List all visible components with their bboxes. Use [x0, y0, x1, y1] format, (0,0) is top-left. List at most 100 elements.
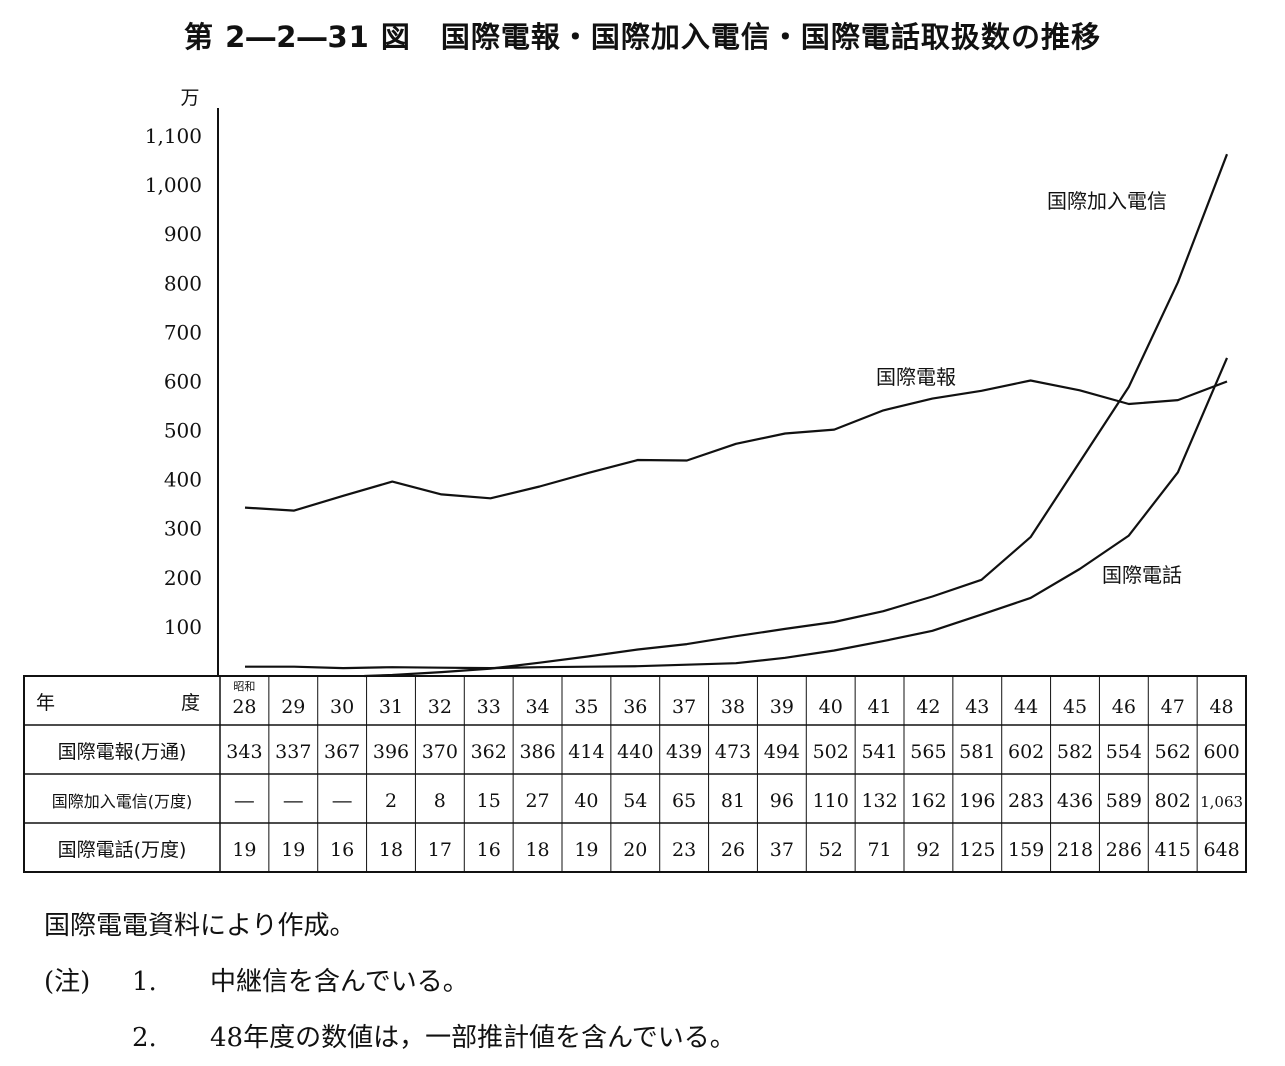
note-2: 2. 48年度の数値は，一部推計値を含んでいる。 [132, 1023, 736, 1053]
table-cell: 343 [226, 741, 262, 763]
table-year-cell: 37 [672, 696, 696, 718]
table-cell: 648 [1203, 839, 1239, 861]
table-cell: 541 [861, 741, 897, 763]
table-year-cell: 28 [232, 696, 256, 718]
table-row-label: 国際加入電信(万度) [52, 792, 193, 811]
table-cell: 362 [471, 741, 507, 763]
table-cell: 218 [1057, 839, 1093, 861]
table-cell: 18 [525, 839, 549, 861]
table-cell: 502 [813, 741, 849, 763]
table-year-cell: 35 [574, 696, 598, 718]
table-cell: 494 [764, 741, 800, 763]
series-line-3 [245, 357, 1229, 670]
table-cell: 1,063 [1200, 793, 1243, 811]
table-cell: 159 [1008, 839, 1044, 861]
y-tick-label: 700 [164, 320, 202, 344]
table-cell: 562 [1155, 741, 1191, 763]
table-cell: 23 [672, 839, 696, 861]
table-cell: 162 [910, 790, 946, 812]
table-cell: 436 [1057, 790, 1093, 812]
table-cell: 40 [574, 790, 598, 812]
table-cell: 370 [422, 741, 458, 763]
table-cell: 582 [1057, 741, 1093, 763]
table-cell: 440 [617, 741, 653, 763]
y-tick-label: 800 [164, 271, 202, 295]
y-unit-label: 万 [180, 87, 199, 109]
y-tick-label: 600 [164, 369, 202, 393]
table-year-cell: 46 [1112, 696, 1136, 718]
table-cell: 802 [1155, 790, 1191, 812]
table-year-cell: 36 [623, 696, 647, 718]
table-year-cell: 39 [770, 696, 794, 718]
table-cell: 415 [1155, 839, 1191, 861]
table-row-label: 国際電報(万通) [58, 741, 187, 763]
table-year-cell: 45 [1063, 696, 1087, 718]
table-cell: ― [235, 790, 254, 812]
table-cell: 8 [434, 790, 446, 812]
table-cell: 71 [867, 839, 891, 861]
table-year-cell: 40 [819, 696, 843, 718]
table-year-cell: 33 [477, 696, 501, 718]
y-tick-label: 300 [164, 517, 202, 541]
y-tick-label: 400 [164, 468, 202, 492]
table-cell: 367 [324, 741, 360, 763]
table-cell: 92 [916, 839, 940, 861]
table-cell: 196 [959, 790, 995, 812]
table-cell: ― [333, 790, 352, 812]
table-cell: 16 [477, 839, 501, 861]
y-tick-label: 1,000 [145, 173, 202, 197]
table-cell: 19 [574, 839, 598, 861]
y-tick-label: 200 [164, 566, 202, 590]
table-cell: 386 [519, 741, 555, 763]
table-cell: 81 [721, 790, 745, 812]
table-cell: 125 [959, 839, 995, 861]
table-year-cell: 34 [525, 696, 549, 718]
table-cell: 19 [281, 839, 305, 861]
table-cell: 396 [373, 741, 409, 763]
table-cell: 565 [910, 741, 946, 763]
table-cell: 19 [232, 839, 256, 861]
table-year-cell: 41 [867, 696, 891, 718]
source-note: 国際電電資料により作成。 [44, 911, 356, 941]
era-label: 昭和 [233, 680, 255, 693]
table-year-cell: 43 [965, 696, 989, 718]
table-cell: 15 [477, 790, 501, 812]
table-cell: 554 [1106, 741, 1142, 763]
table-cell: 2 [385, 790, 397, 812]
notes: 国際電電資料により作成。 (注) 1. 中継信を含んでいる。 2. 48年度の数値は，… [44, 898, 736, 1066]
table-year-cell: 48 [1209, 696, 1233, 718]
table-year-cell: 44 [1014, 696, 1038, 718]
table-row-label: 国際電話(万度) [58, 839, 187, 861]
table-cell: 132 [861, 790, 897, 812]
table-cell: 589 [1106, 790, 1142, 812]
series-label-2: 国際加入電信 [1047, 189, 1167, 213]
table-cell: 27 [525, 790, 549, 812]
series-line-1 [244, 379, 1228, 512]
table-year-cell: 32 [428, 696, 452, 718]
table-cell: 600 [1203, 741, 1239, 763]
chart-title: 第 2―2―31 図 国際電報・国際加入電信・国際電話取扱数の推移 [184, 20, 1101, 54]
table-cell: 581 [959, 741, 995, 763]
table-cell: 110 [813, 790, 849, 812]
table-year-cell: 47 [1161, 696, 1185, 718]
table-cell: 283 [1008, 790, 1044, 812]
table-cell: 286 [1106, 839, 1142, 861]
table-cell: 96 [770, 790, 794, 812]
table-cell: 16 [330, 839, 354, 861]
note-1: (注) 1. 中継信を含んでいる。 [44, 967, 469, 997]
series-line-2 [364, 153, 1229, 678]
y-tick-label: 1,100 [145, 124, 202, 148]
table-year-cell: 31 [379, 696, 403, 718]
table-year-cell: 38 [721, 696, 745, 718]
table-cell: 439 [666, 741, 702, 763]
table-cell: 18 [379, 839, 403, 861]
table-cell: 65 [672, 790, 696, 812]
table-cell: 52 [819, 839, 843, 861]
y-tick-label: 500 [164, 419, 202, 443]
series-lines [244, 153, 1229, 678]
y-ticks: 1,100 1,000 900 800 700 600 500 400 300 200 100 万 [145, 87, 202, 639]
table-cell: 20 [623, 839, 647, 861]
table-header-right: 度 [181, 692, 200, 714]
